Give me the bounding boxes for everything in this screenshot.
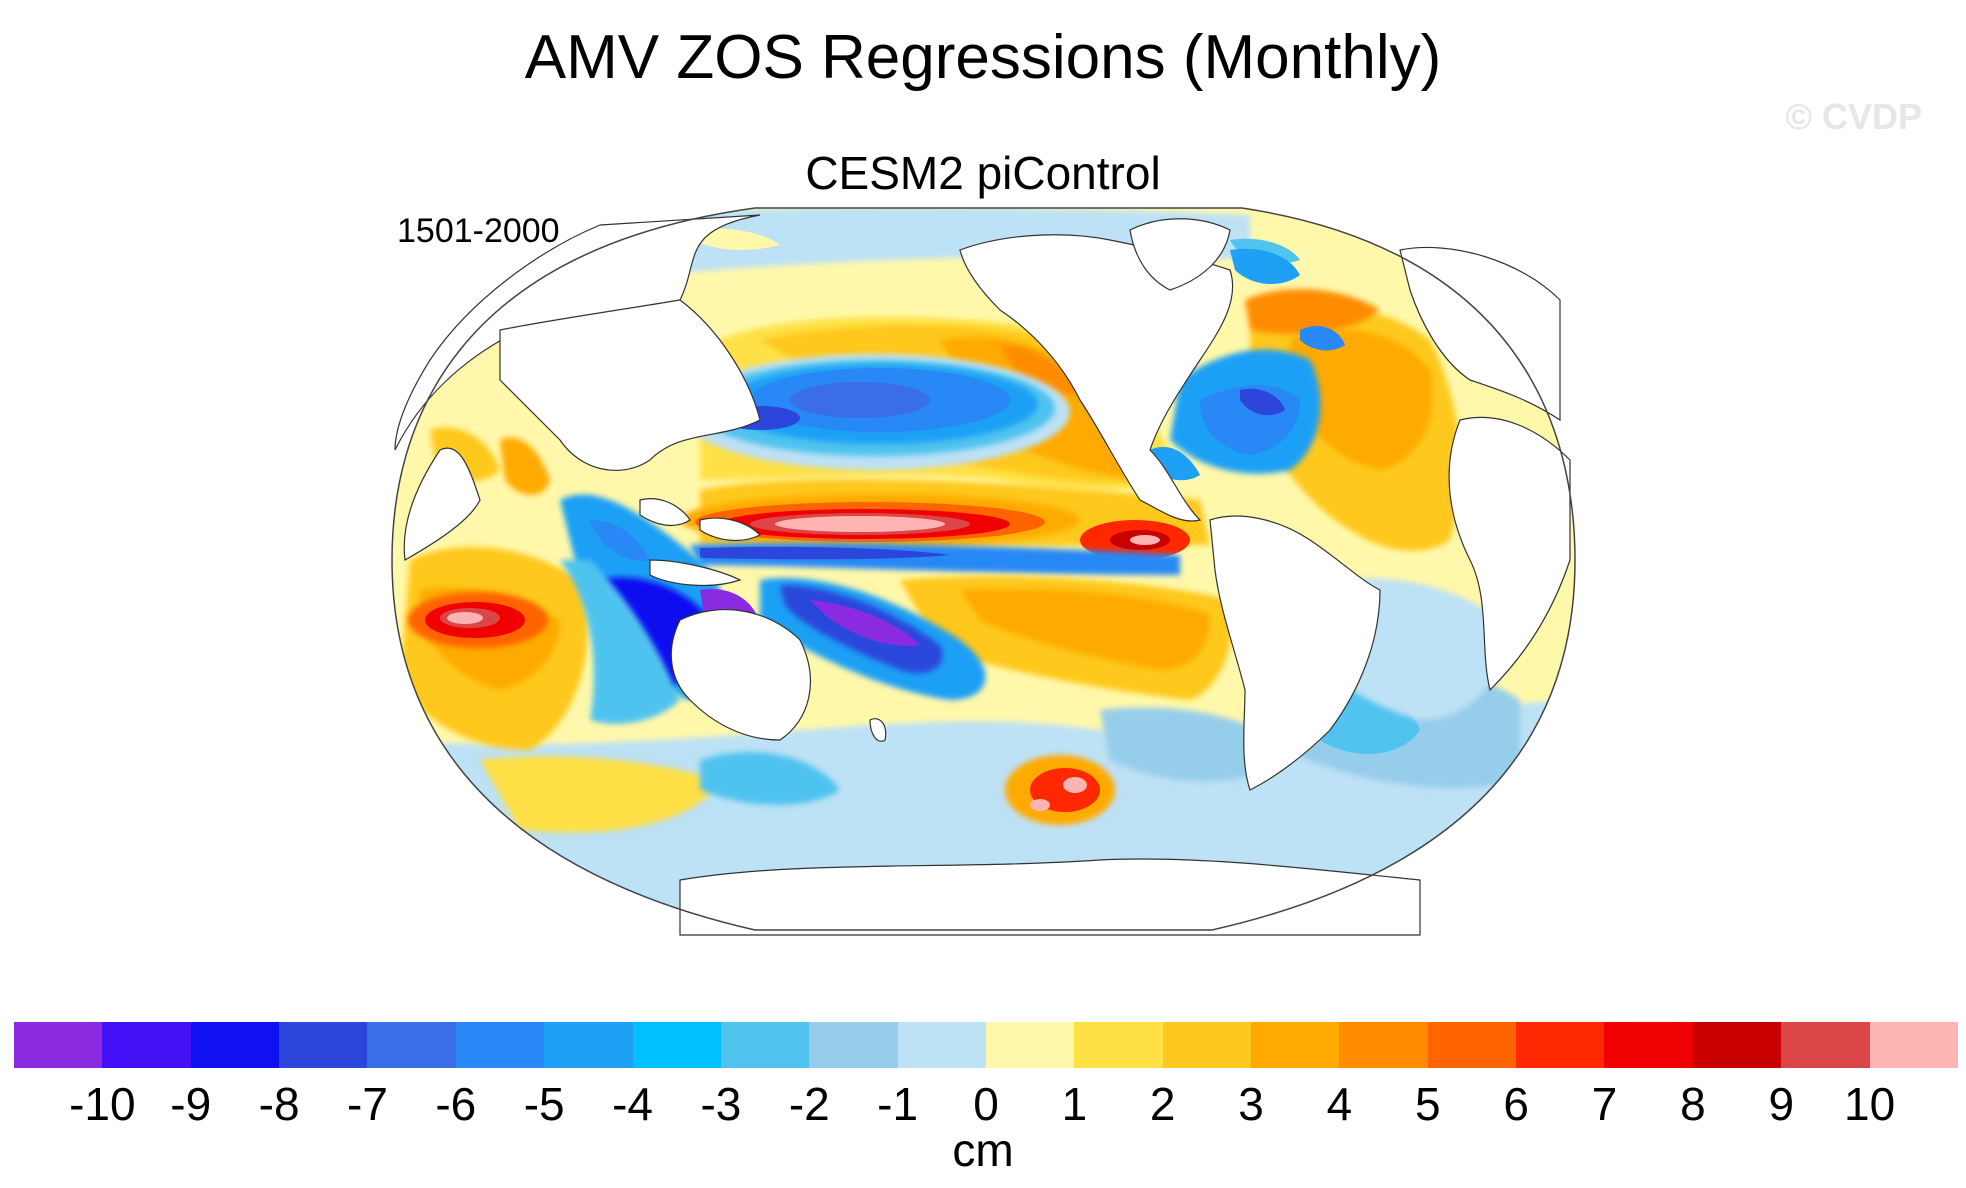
colorbar-tick-label: 4 xyxy=(1326,1078,1353,1130)
colorbar-tick-label: -6 xyxy=(435,1078,477,1130)
colorbar-box xyxy=(720,1022,810,1068)
colorbar-box xyxy=(632,1022,721,1068)
colorbar-box xyxy=(190,1022,280,1068)
colorbar-box xyxy=(1869,1022,1958,1068)
colorbar-tick-label: -3 xyxy=(700,1078,742,1130)
colorbar-box xyxy=(897,1022,986,1068)
plot-subtitle: CESM2 piControl xyxy=(805,147,1161,199)
colorbar-box xyxy=(1604,1022,1693,1068)
colorbar-box xyxy=(985,1022,1075,1068)
colorbar-box xyxy=(1074,1022,1163,1068)
colorbar-tick-label: 1 xyxy=(1061,1078,1088,1130)
colorbar-tick-label: -5 xyxy=(523,1078,565,1130)
colorbar-tick-label: 5 xyxy=(1415,1078,1441,1130)
colorbar-tick-label: 8 xyxy=(1680,1078,1706,1130)
colorbar-tick-label: -8 xyxy=(258,1078,300,1130)
colorbar-units: cm xyxy=(952,1124,1014,1176)
colorbar-tick-label: 3 xyxy=(1238,1078,1264,1130)
colorbar-box xyxy=(1692,1022,1782,1068)
colorbar-tick-label: 2 xyxy=(1149,1078,1176,1130)
world-map xyxy=(391,207,1576,936)
colorbar-tick-label: -4 xyxy=(612,1078,653,1130)
colorbar-box xyxy=(455,1022,545,1068)
colorbar-box xyxy=(1427,1022,1517,1068)
colorbar-box xyxy=(809,1022,898,1068)
colorbar-tick-label: -9 xyxy=(170,1078,212,1130)
colorbar-tick-label: -10 xyxy=(69,1078,136,1130)
cvdp-watermark: © CVDP xyxy=(1785,96,1922,137)
colorbar-tick-label: 0 xyxy=(973,1078,999,1130)
colorbar-tick-label: -1 xyxy=(877,1078,919,1130)
colorbar-box xyxy=(102,1022,191,1068)
colorbar-tick-label: 7 xyxy=(1591,1078,1618,1130)
colorbar-box xyxy=(367,1022,456,1068)
colorbar-box xyxy=(1516,1022,1605,1068)
colorbar-box xyxy=(544,1022,633,1068)
period-label: 1501-2000 xyxy=(397,212,560,250)
colorbar-ticks: -10 -9 -8 -7 -6 -5 -4 -3 -2 -1 0 1 2 3 4 5 6 7 8 9 10 xyxy=(0,1077,1966,1131)
colorbar-box xyxy=(14,1022,103,1068)
colorbar-box xyxy=(1781,1022,1870,1068)
colorbar-box xyxy=(1339,1022,1428,1068)
colorbar-box xyxy=(1162,1022,1252,1068)
colorbar-tick-label: 6 xyxy=(1503,1078,1529,1130)
land-masses xyxy=(394,214,1571,936)
colorbar-box xyxy=(279,1022,368,1068)
colorbar xyxy=(14,1022,1958,1068)
colorbar-tick-label: 9 xyxy=(1768,1078,1795,1130)
colorbar-box xyxy=(1251,1022,1340,1068)
plot-title: AMV ZOS Regressions (Monthly) xyxy=(524,23,1442,92)
colorbar-tick-label: -7 xyxy=(347,1078,388,1130)
map-border xyxy=(391,207,1576,931)
colorbar-tick-label: -2 xyxy=(788,1078,830,1130)
colorbar-tick-label: 10 xyxy=(1844,1078,1896,1130)
